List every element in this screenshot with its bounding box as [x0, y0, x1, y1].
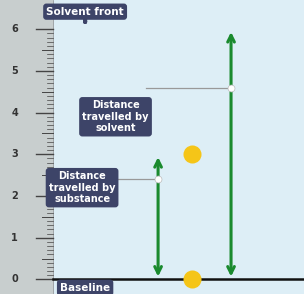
Text: 5: 5 — [11, 66, 18, 76]
Text: Solvent front: Solvent front — [46, 7, 124, 17]
Text: Distance
travelled by
substance: Distance travelled by substance — [49, 171, 115, 204]
Text: 6: 6 — [11, 24, 18, 34]
Bar — [0, 0, 53, 294]
Text: 1: 1 — [11, 233, 18, 243]
Text: 2: 2 — [11, 191, 18, 201]
Text: 3: 3 — [11, 149, 18, 159]
Text: Baseline: Baseline — [60, 283, 110, 293]
Text: 0: 0 — [11, 274, 18, 284]
Text: 4: 4 — [11, 108, 18, 118]
Text: Distance
travelled by
solvent: Distance travelled by solvent — [82, 100, 149, 133]
